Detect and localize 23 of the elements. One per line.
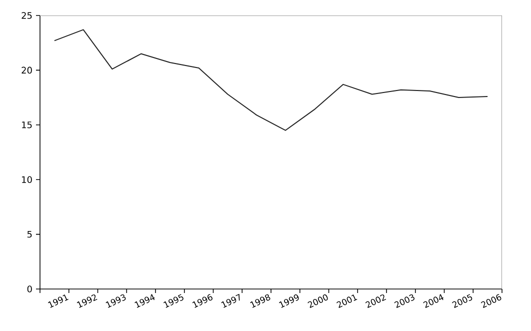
x-tick-label: 1993 xyxy=(106,294,126,308)
x-tick-label: 2003 xyxy=(394,294,415,308)
y-tick-label: 10 xyxy=(22,176,32,183)
x-tick-label: 1998 xyxy=(250,294,270,308)
x-tick-label: 1994 xyxy=(134,294,155,308)
x-tick-label: 1996 xyxy=(192,294,212,308)
y-tick-label: 15 xyxy=(22,122,32,128)
x-tick-label: 1992 xyxy=(76,294,98,308)
line-series xyxy=(54,29,488,131)
x-tick-label: 2000 xyxy=(308,294,328,308)
y-tick-label: 5 xyxy=(27,230,32,238)
x-tick-label: 1991 xyxy=(48,294,68,308)
x-tick-label: 2004 xyxy=(423,294,444,308)
y-tick-label: 25 xyxy=(22,12,32,19)
x-tick-label: 1999 xyxy=(279,294,299,308)
x-tick-label: 2006 xyxy=(480,294,502,308)
x-tick-label: 2001 xyxy=(336,294,358,308)
x-tick-label: 1997 xyxy=(221,294,240,308)
x-tick-label: 1995 xyxy=(164,294,184,308)
y-tick-label: 20 xyxy=(22,66,32,74)
y-tick-label: 0 xyxy=(27,286,32,292)
x-tick-label: 2002 xyxy=(365,294,386,308)
x-tick-label: 2005 xyxy=(452,294,472,308)
